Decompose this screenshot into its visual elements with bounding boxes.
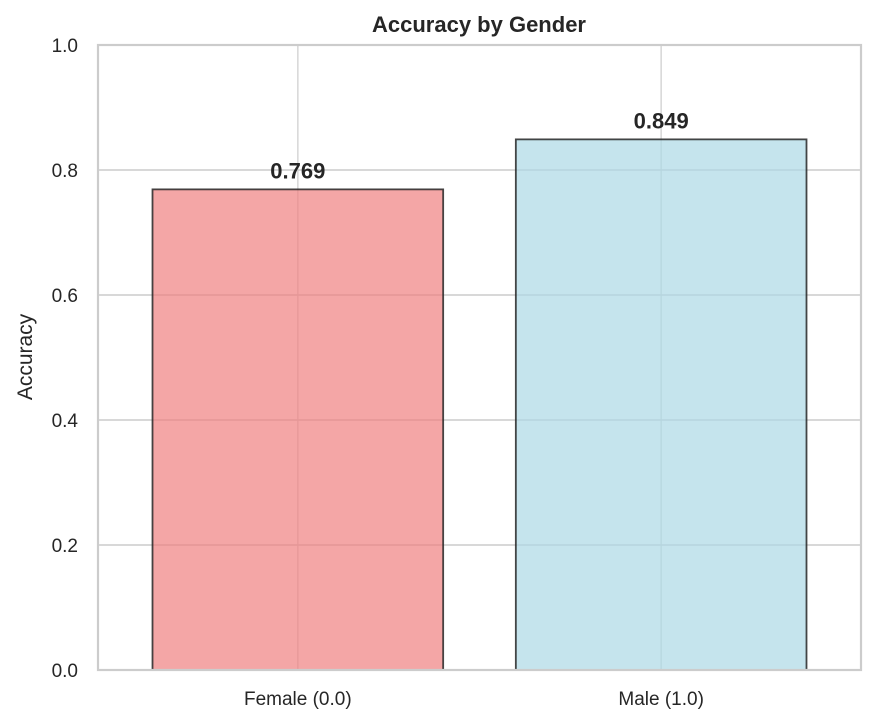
- value-labels: 0.769 0.849: [270, 108, 688, 183]
- y-tick-label: 0.8: [52, 161, 78, 182]
- x-tick-label: Female (0.0): [244, 689, 352, 710]
- bar-value-label: 0.849: [634, 108, 689, 133]
- y-tick-label: 1.0: [52, 36, 78, 57]
- y-tick-label: 0.2: [52, 536, 78, 557]
- bar: [151, 188, 445, 671]
- chart-title: Accuracy by Gender: [372, 12, 586, 37]
- bars: [151, 138, 808, 671]
- y-tick-label: 0.0: [52, 661, 78, 682]
- y-tick-label: 0.4: [52, 411, 79, 432]
- y-axis-label: Accuracy: [14, 313, 37, 400]
- bar-value-label: 0.769: [270, 158, 325, 183]
- plot-frame: [96, 43, 863, 672]
- y-tick-label: 0.6: [52, 286, 78, 307]
- y-tick-labels: 0.0 0.2 0.4 0.6 0.8 1.0: [52, 36, 79, 682]
- x-tick-labels: Female (0.0) Male (1.0): [244, 689, 704, 710]
- bar: [514, 138, 808, 671]
- x-tick-label: Male (1.0): [618, 689, 704, 710]
